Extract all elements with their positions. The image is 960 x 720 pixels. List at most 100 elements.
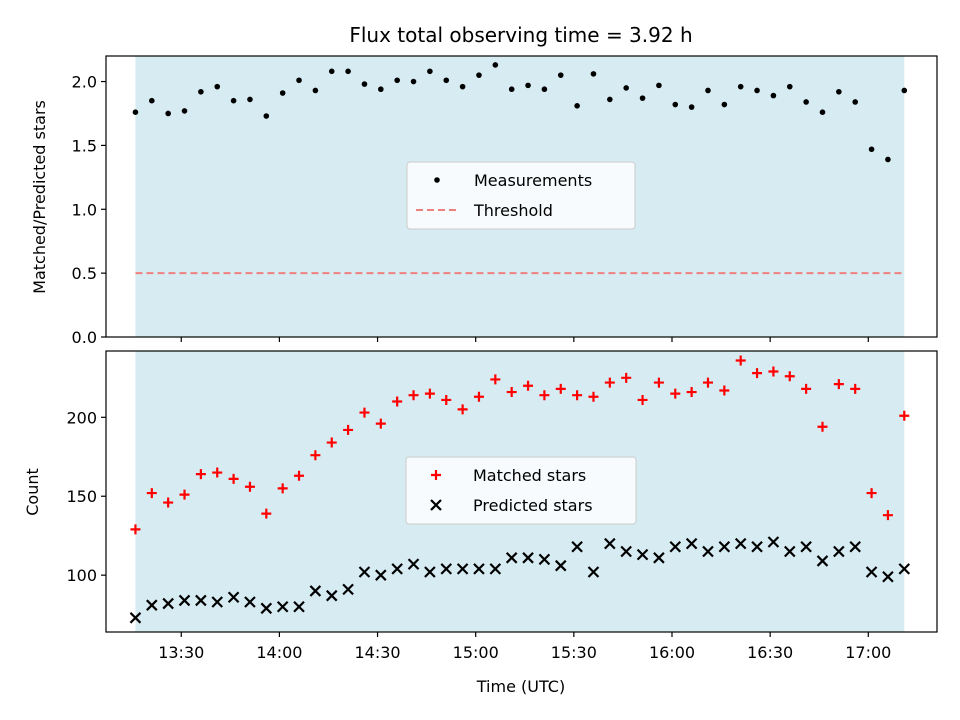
predicted-stars-point bbox=[636, 548, 649, 561]
predicted-stars-point bbox=[342, 583, 354, 596]
matched-stars-point bbox=[310, 450, 321, 461]
measurement-point bbox=[590, 71, 597, 77]
predicted-stars-point bbox=[522, 552, 534, 564]
chart-title: Flux total observing time = 3.92 h bbox=[349, 23, 692, 47]
measurement-point bbox=[149, 97, 155, 104]
predicted-stars-point bbox=[653, 552, 665, 564]
measurement-point bbox=[263, 113, 270, 119]
matched-stars-point bbox=[588, 391, 599, 402]
matched-stars-point bbox=[670, 388, 681, 399]
matched-stars-point bbox=[408, 390, 419, 401]
matched-stars-point bbox=[179, 489, 190, 500]
predicted-stars-point bbox=[800, 540, 812, 553]
matched-stars-point bbox=[555, 383, 566, 394]
top-y-tick-label: 1.5 bbox=[72, 136, 97, 155]
measurement-point bbox=[868, 146, 875, 153]
matched-stars-point bbox=[441, 394, 452, 405]
measurement-point bbox=[557, 72, 564, 78]
legend-label: Matched stars bbox=[473, 466, 586, 485]
measurement-point bbox=[345, 68, 351, 75]
predicted-stars-point bbox=[604, 537, 616, 550]
matched-stars-point bbox=[572, 390, 583, 401]
predicted-stars-point bbox=[146, 599, 158, 611]
top-y-tick-label: 2.0 bbox=[72, 73, 97, 92]
matched-stars-point bbox=[866, 488, 877, 499]
measurement-point bbox=[607, 96, 613, 103]
predicted-stars-point bbox=[816, 555, 829, 567]
legend-label: Threshold bbox=[473, 201, 553, 220]
measurement-point bbox=[705, 87, 711, 94]
predicted-stars-point bbox=[865, 566, 878, 578]
predicted-stars-point bbox=[129, 612, 142, 624]
predicted-stars-point bbox=[505, 552, 518, 564]
predicted-stars-point bbox=[783, 545, 796, 558]
measurement-point bbox=[394, 77, 400, 84]
predicted-stars-point bbox=[195, 594, 207, 607]
predicted-stars-point bbox=[407, 558, 420, 570]
predicted-stars-point bbox=[898, 563, 911, 575]
matched-stars-point bbox=[130, 524, 141, 535]
predicted-stars-point bbox=[669, 540, 682, 553]
matched-stars-point bbox=[637, 394, 648, 405]
matched-stars-point bbox=[752, 368, 763, 379]
top-y-tick-label: 1.0 bbox=[72, 200, 97, 219]
predicted-stars-point bbox=[702, 545, 714, 558]
measurement-point bbox=[639, 95, 646, 101]
x-tick-label: 16:30 bbox=[747, 643, 793, 662]
matched-stars-point bbox=[212, 467, 223, 478]
predicted-stars-point bbox=[538, 553, 551, 566]
measurement-point bbox=[525, 82, 531, 89]
predicted-stars-point bbox=[554, 559, 567, 572]
matched-stars-point bbox=[702, 377, 713, 388]
matched-stars-point bbox=[817, 421, 828, 432]
measurement-point bbox=[378, 86, 384, 93]
panel-bottom: 100 150 200 13:30 14:00 14:30 15:00 15:30 16:00 1… bbox=[66, 350, 938, 662]
predicted-stars-point bbox=[276, 600, 289, 613]
top-legend-box bbox=[406, 161, 636, 230]
measurement-point bbox=[459, 83, 466, 90]
measurement-point bbox=[656, 82, 662, 89]
matched-stars-point bbox=[719, 385, 730, 396]
predicted-stars-point bbox=[833, 545, 845, 558]
x-tick-label: 15:30 bbox=[551, 643, 597, 662]
x-axis-label: Time (UTC) bbox=[476, 677, 565, 696]
matched-stars-point bbox=[277, 483, 288, 494]
measurement-point bbox=[296, 77, 302, 84]
panel-top: 0.0 0.5 1.0 1.5 2.0 Measurements Threshold bbox=[72, 55, 938, 347]
predicted-stars-point bbox=[375, 569, 387, 581]
legend-matched-stars-swatch bbox=[431, 470, 441, 480]
measurement-point bbox=[737, 83, 744, 90]
bottom-y-tick-label: 150 bbox=[66, 487, 97, 506]
legend-label: Measurements bbox=[474, 171, 592, 190]
matched-stars-point bbox=[882, 510, 893, 521]
matched-stars-point bbox=[768, 366, 779, 377]
predicted-stars-point bbox=[178, 594, 191, 607]
legend-predicted-stars-swatch bbox=[430, 499, 442, 511]
bottom-y-tick-label: 200 bbox=[66, 408, 97, 427]
predicted-stars-point bbox=[489, 563, 502, 575]
x-tick-label: 14:00 bbox=[256, 643, 302, 662]
matched-stars-point bbox=[490, 374, 501, 385]
measurement-point bbox=[803, 99, 809, 105]
matched-stars-point bbox=[392, 396, 403, 407]
matched-stars-point bbox=[784, 371, 795, 382]
predicted-stars-point bbox=[260, 602, 273, 615]
matched-stars-point bbox=[294, 470, 305, 481]
measurement-point bbox=[214, 83, 221, 90]
predicted-stars-point bbox=[309, 585, 322, 597]
predicted-stars-point bbox=[211, 596, 224, 608]
x-tick-label: 13:30 bbox=[158, 643, 204, 662]
measurement-point bbox=[312, 87, 319, 94]
measurement-point bbox=[361, 81, 368, 87]
matched-stars-point bbox=[653, 377, 664, 388]
predicted-stars-point bbox=[227, 591, 240, 604]
matched-stars-point bbox=[244, 481, 255, 492]
matched-stars-point bbox=[424, 388, 435, 399]
matched-stars-point bbox=[523, 380, 534, 391]
predicted-stars-point bbox=[685, 537, 698, 550]
measurement-point bbox=[181, 108, 188, 114]
predicted-stars-point bbox=[882, 570, 894, 583]
measurement-point bbox=[836, 88, 842, 95]
measurement-point bbox=[885, 156, 891, 163]
